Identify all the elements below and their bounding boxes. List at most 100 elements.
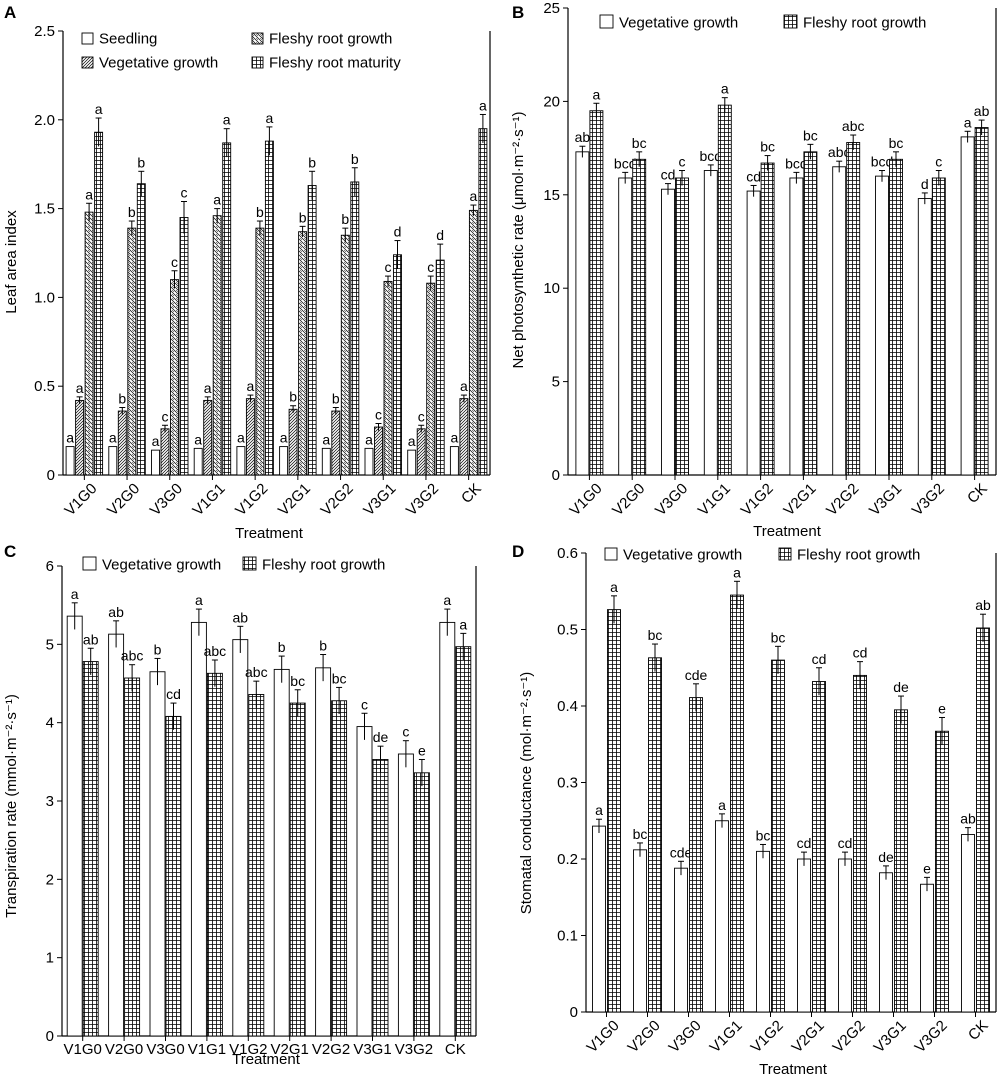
significance-label: abc (245, 664, 268, 680)
x-tick-label: V2G2 (318, 480, 357, 519)
bar (307, 185, 317, 476)
significance-label: a (718, 797, 726, 813)
y-tick-label: 5 (46, 636, 54, 653)
bar (149, 671, 166, 1037)
bar (170, 279, 179, 476)
significance-label: a (204, 380, 212, 396)
significance-label: b (128, 204, 136, 220)
significance-label: a (194, 431, 202, 447)
significance-label: d (921, 176, 929, 192)
significance-label: abc (828, 144, 851, 160)
significance-label: abc (204, 643, 227, 659)
bar (894, 709, 908, 1013)
legend-label: Vegetative growth (102, 557, 221, 574)
y-tick-label: 20 (543, 93, 560, 110)
x-tick-label: V2G0 (625, 1017, 664, 1056)
bar (435, 259, 445, 476)
bar (812, 681, 826, 1013)
bar (279, 446, 289, 476)
significance-label: a (459, 616, 467, 632)
legend-swatch (778, 547, 792, 561)
legend-label: Seedling (99, 31, 157, 48)
y-tick-label: 0.3 (557, 775, 578, 792)
significance-label: b (299, 209, 307, 225)
y-tick-label: 0 (570, 1004, 578, 1021)
x-tick-label: V2G0 (105, 1041, 143, 1058)
significance-label: bc (803, 127, 818, 143)
significance-label: abc (842, 118, 865, 134)
y-tick-label: 0 (552, 467, 560, 484)
bar (675, 177, 689, 476)
bar (935, 730, 949, 1013)
bar (875, 175, 889, 476)
significance-label: a (721, 81, 729, 97)
significance-label: e (938, 700, 946, 716)
significance-label: cde (670, 844, 693, 860)
significance-label: cd (166, 686, 181, 702)
significance-label: a (152, 433, 160, 449)
significance-label: a (365, 431, 373, 447)
significance-label: b (278, 639, 286, 655)
bar (397, 753, 414, 1037)
x-tick-label: V1G0 (584, 1017, 623, 1056)
significance-label: b (351, 151, 359, 167)
significance-label: a (237, 430, 245, 446)
bar (648, 657, 662, 1013)
significance-label: a (109, 430, 117, 446)
bar (350, 181, 360, 476)
x-tick-label: V1G2 (229, 1041, 267, 1058)
y-tick-label: 2.5 (34, 23, 55, 40)
significance-label: de (373, 729, 389, 745)
significance-label: bc (760, 139, 775, 155)
x-tick-label: V2G1 (780, 480, 819, 519)
x-tick-label: V2G2 (830, 1017, 869, 1056)
bar (803, 151, 818, 476)
significance-label: c (181, 184, 188, 200)
bar (66, 615, 83, 1037)
bar (190, 621, 207, 1037)
bar (117, 410, 127, 476)
panel-a: A Leaf area index Treatment 0 0.5 1.0 1.5 2.… (3, 3, 491, 542)
bar (661, 188, 675, 476)
bar (136, 183, 146, 476)
bar (127, 227, 137, 476)
x-tick-label: CK (445, 1041, 466, 1058)
bar (478, 128, 488, 476)
bar (455, 646, 472, 1037)
x-axis-title: Treatment (753, 523, 822, 540)
legend-label: Fleshy root growth (269, 31, 392, 48)
significance-label: ab (108, 604, 124, 620)
bar (364, 447, 374, 476)
bar (917, 198, 932, 476)
bar (393, 254, 402, 476)
bar (974, 127, 989, 476)
x-tick-label: V3G1 (353, 1041, 391, 1058)
legend-swatch (242, 556, 257, 571)
significance-label: cd (812, 651, 827, 667)
bar (372, 759, 389, 1037)
panel-label-c: C (4, 542, 16, 561)
legend-label: Fleshy root growth (797, 547, 920, 564)
legend: Vegetative growth Fleshy root growth (604, 547, 920, 564)
x-tick-label: V2G2 (823, 480, 862, 519)
legend-label: Vegetative growth (99, 55, 218, 72)
significance-label: b (137, 154, 145, 170)
bar (771, 659, 785, 1013)
significance-label: a (593, 86, 601, 102)
significance-label: b (332, 391, 340, 407)
x-tick-label: V1G0 (61, 480, 100, 519)
bar (108, 633, 125, 1037)
y-tick-label: 1 (46, 950, 54, 967)
bar (931, 177, 946, 476)
y-tick-label: 6 (46, 558, 54, 575)
bar (838, 858, 852, 1013)
bar (459, 398, 469, 476)
y-tick-label: 0.4 (557, 698, 578, 715)
x-axis-title: Treatment (759, 1061, 828, 1076)
x-tick-label: V1G1 (707, 1017, 746, 1056)
bar (760, 162, 775, 476)
panel-label-a: A (4, 3, 16, 22)
significance-label: bcd (614, 155, 637, 171)
